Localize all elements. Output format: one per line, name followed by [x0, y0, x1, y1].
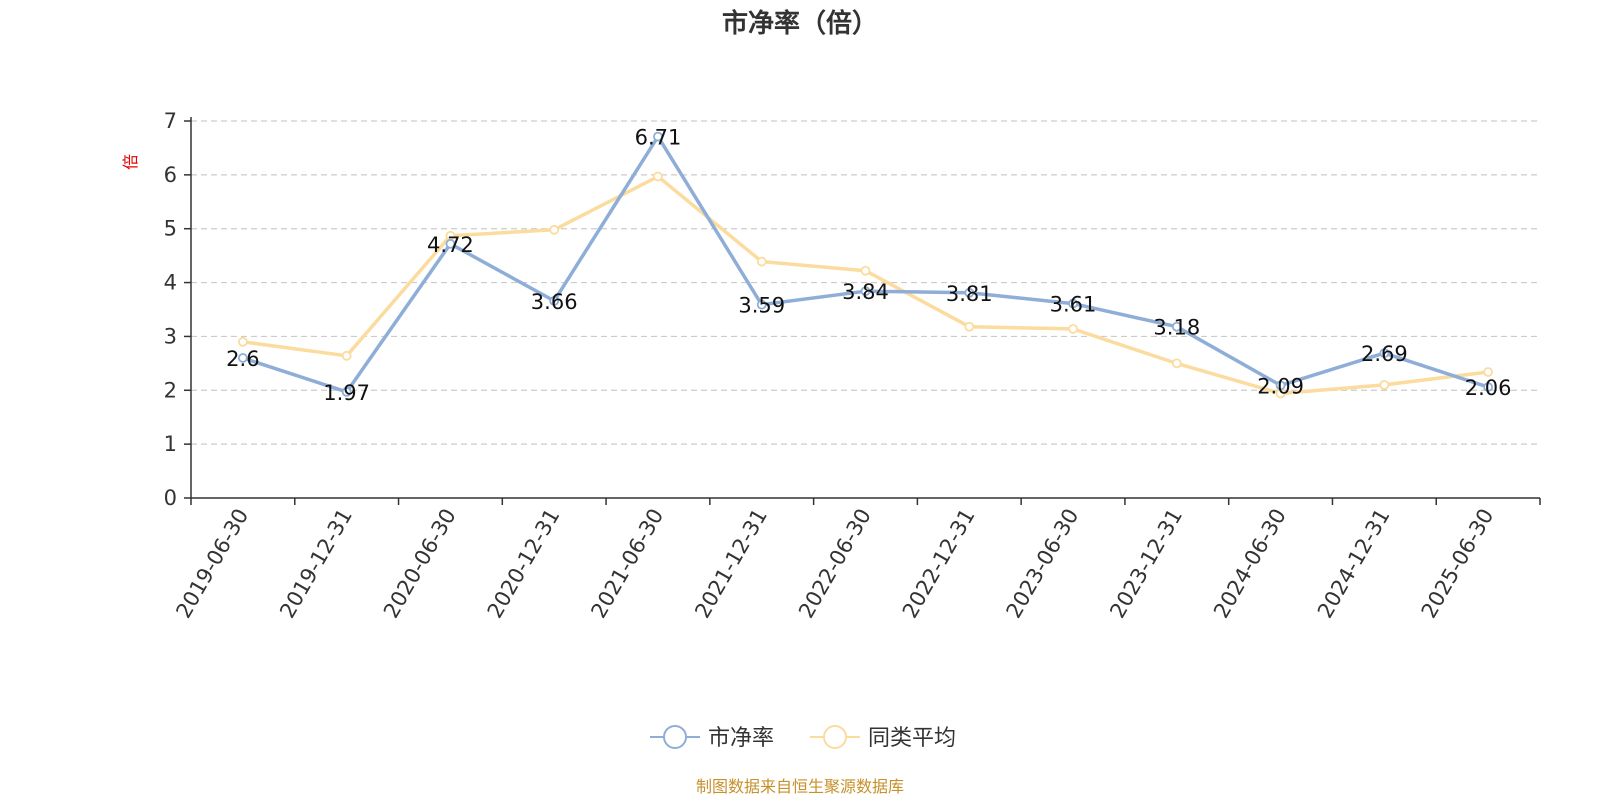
data-point: [1483, 382, 1494, 392]
data-label: 1.97: [323, 381, 370, 405]
data-point: [549, 224, 560, 235]
legend-label: 市净率: [708, 726, 774, 751]
y-tick-label: 3: [164, 324, 177, 348]
data-point: [1483, 367, 1494, 377]
legend-label: 同类平均: [868, 726, 956, 751]
data-point: [341, 350, 352, 361]
y-tick-label: 7: [164, 109, 177, 133]
x-tick-label: 2019-12-31: [275, 505, 357, 623]
data-point: [756, 256, 767, 267]
x-tick-label: 2023-06-30: [1002, 505, 1084, 623]
x-tick-label: 2019-06-30: [171, 505, 253, 623]
y-axis-label: 倍: [121, 154, 140, 170]
data-point: [445, 238, 456, 249]
data-point: [1275, 380, 1286, 391]
y-tick-label: 4: [164, 271, 177, 295]
x-tick-label: 2025-06-30: [1417, 505, 1499, 623]
data-label: 3.61: [1050, 293, 1097, 317]
x-tick-label: 2021-06-30: [586, 505, 668, 623]
data-label: 3.18: [1153, 316, 1200, 340]
x-tick-label: 2020-12-31: [483, 505, 565, 623]
data-point: [964, 287, 975, 298]
x-tick-label: 2022-12-31: [898, 505, 980, 623]
data-label: 6.71: [635, 126, 682, 150]
data-point: [860, 286, 871, 297]
data-point: [341, 387, 352, 397]
data-labels: 2.6 1.97 4.72 3.66 6.71 3.59 3.84 3.81 3.61 3.18 2…: [226, 126, 1511, 405]
legend-item: 同类平均: [810, 725, 956, 751]
x-tick-label: 2022-06-30: [794, 505, 876, 623]
data-point: [237, 353, 248, 363]
data-point: [549, 295, 560, 306]
data-point: [1068, 323, 1078, 334]
y-tick-label: 5: [164, 217, 177, 241]
data-point: [1068, 298, 1078, 309]
data-label: 2.69: [1361, 342, 1408, 366]
data-point: [237, 336, 248, 347]
x-tick-label: 2020-06-30: [379, 505, 461, 623]
legend-item: 市净率: [650, 725, 774, 751]
data-point: [860, 265, 871, 276]
data-label: 3.66: [531, 290, 578, 314]
data-point: [964, 321, 975, 332]
y-tick-label: 6: [164, 163, 177, 187]
y-tick-label: 2: [164, 378, 177, 402]
x-tick-label: 2021-12-31: [690, 505, 772, 623]
data-point: [1379, 379, 1390, 390]
data-label: 2.6: [226, 347, 259, 371]
y-tick-label: 1: [164, 432, 177, 456]
legend: 市净率 同类平均: [650, 725, 956, 751]
x-tick-label: 2024-06-30: [1209, 505, 1291, 623]
grid-lines: [191, 120, 1540, 445]
data-label: 3.84: [842, 280, 889, 304]
data-label: 2.09: [1257, 374, 1304, 398]
series-lines: [237, 131, 1494, 399]
legend-marker: [823, 725, 847, 749]
data-point: [1171, 321, 1182, 332]
data-point: [653, 131, 663, 142]
source-note: 制图数据来自恒生聚源数据库: [696, 777, 904, 796]
data-label: 3.59: [738, 294, 785, 318]
data-point: [653, 171, 663, 182]
chart-title: 市净率（倍）: [722, 8, 878, 39]
data-point: [1171, 358, 1182, 369]
data-label: 4.72: [427, 233, 474, 257]
legend-marker: [663, 725, 687, 749]
data-point: [1379, 348, 1390, 359]
x-tick-label: 2024-12-31: [1313, 505, 1395, 623]
data-label: 3.81: [946, 282, 993, 306]
data-point: [756, 299, 767, 310]
x-tick-label: 2023-12-31: [1105, 505, 1187, 623]
y-tick-label: 0: [164, 486, 177, 510]
data-label: 2.06: [1465, 376, 1512, 400]
axes: 0 1 2 3 4 5 6 7 2019-06-30 2019-12-31 2020-06-30 20…: [164, 109, 1541, 623]
